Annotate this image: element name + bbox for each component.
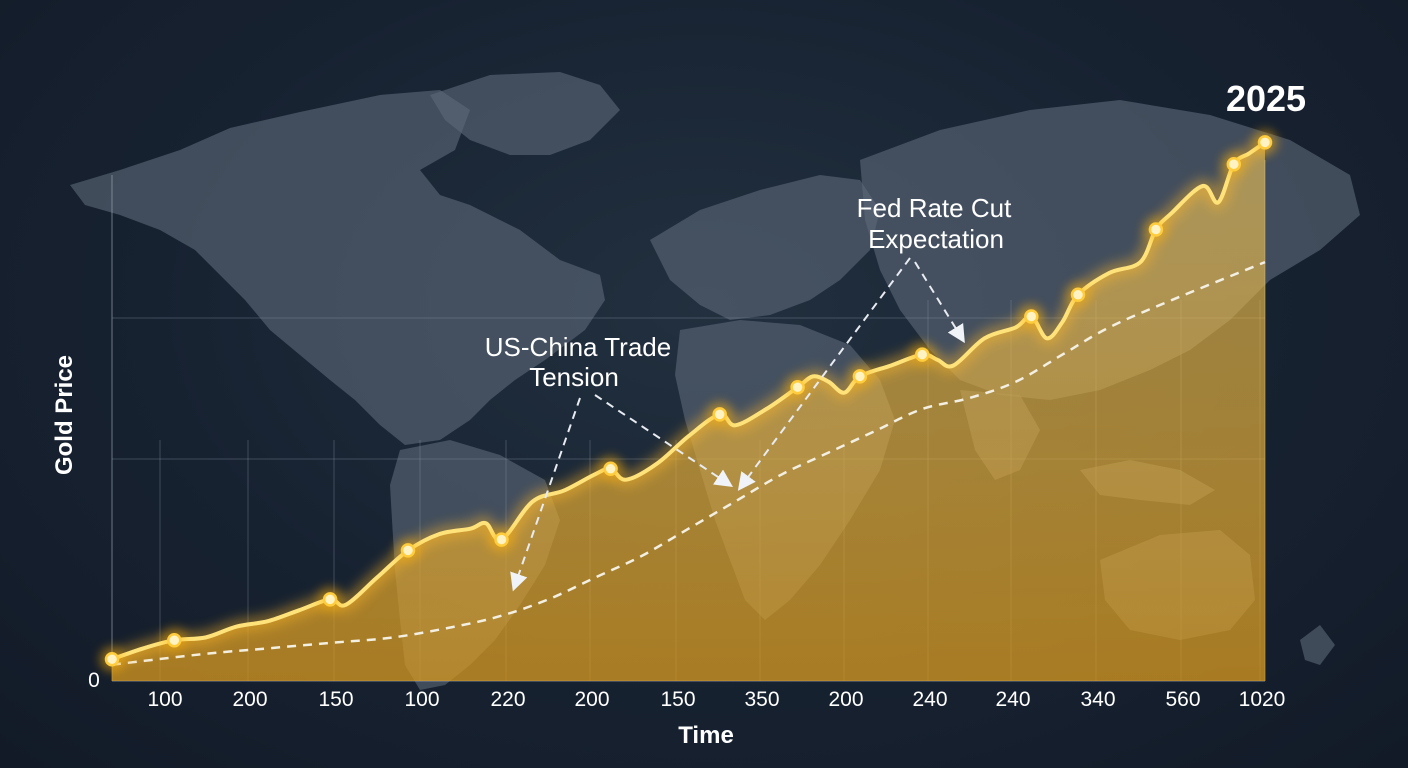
year-2025-label: 2025 (1226, 78, 1306, 119)
data-point (1070, 287, 1086, 303)
data-point (914, 347, 930, 362)
data-point (790, 379, 805, 395)
x-tick-labels: 100 200 150 100 220 200 150 350 200 240 240 340 560 1… (147, 688, 1285, 711)
data-point (603, 461, 618, 477)
x-tick-label: 340 (1080, 688, 1115, 711)
x-tick-label: 350 (744, 688, 779, 711)
data-point (1257, 135, 1273, 150)
x-tick-label: 1020 (1239, 688, 1286, 711)
data-point (167, 632, 182, 648)
greenland-landmass (430, 72, 620, 155)
data-point (852, 369, 868, 384)
x-tick-label: 200 (232, 688, 267, 711)
y-axis-title: Gold Price (51, 355, 78, 475)
data-point (1226, 156, 1242, 172)
x-tick-label: 240 (912, 688, 947, 711)
x-tick-label: 150 (318, 688, 353, 711)
fed-rate-arrow-left (737, 257, 911, 491)
europe-landmass (650, 175, 880, 320)
fed-rate-annotation-line1: Fed Rate Cut (857, 193, 1012, 223)
trade-tension-arrow-left (510, 397, 581, 592)
x-tick-label: 240 (995, 688, 1030, 711)
new-zealand-landmass (1300, 625, 1335, 665)
trade-tension-annotation-line2: Tension (529, 362, 619, 392)
x-tick-label: 220 (490, 688, 525, 711)
data-point (400, 543, 416, 558)
trade-tension-annotation-line1: US-China Trade (485, 332, 671, 362)
fed-rate-arrow-right (914, 261, 965, 344)
gold-price-area-fill (112, 142, 1265, 681)
data-point (494, 532, 509, 547)
data-point (1024, 309, 1039, 324)
annotation-arrows (510, 257, 965, 592)
x-tick-label: 200 (828, 688, 863, 711)
gold-price-line (110, 140, 1267, 662)
data-point (104, 651, 120, 667)
data-point (1148, 222, 1164, 237)
x-tick-label: 150 (660, 688, 695, 711)
data-point (322, 592, 338, 607)
x-tick-label: 560 (1165, 688, 1200, 711)
fed-rate-annotation-line2: Expectation (868, 224, 1004, 254)
x-axis-title: Time (678, 722, 734, 749)
data-point (712, 407, 727, 422)
north-america-landmass (70, 90, 605, 445)
x-tick-label: 100 (147, 688, 182, 711)
trend-line-dashed (111, 260, 1266, 666)
x-tick-label: 200 (574, 688, 609, 711)
series-layer (99, 129, 1278, 681)
x-tick-label: 100 (404, 688, 439, 711)
y-tick-label: 0 (88, 669, 100, 692)
